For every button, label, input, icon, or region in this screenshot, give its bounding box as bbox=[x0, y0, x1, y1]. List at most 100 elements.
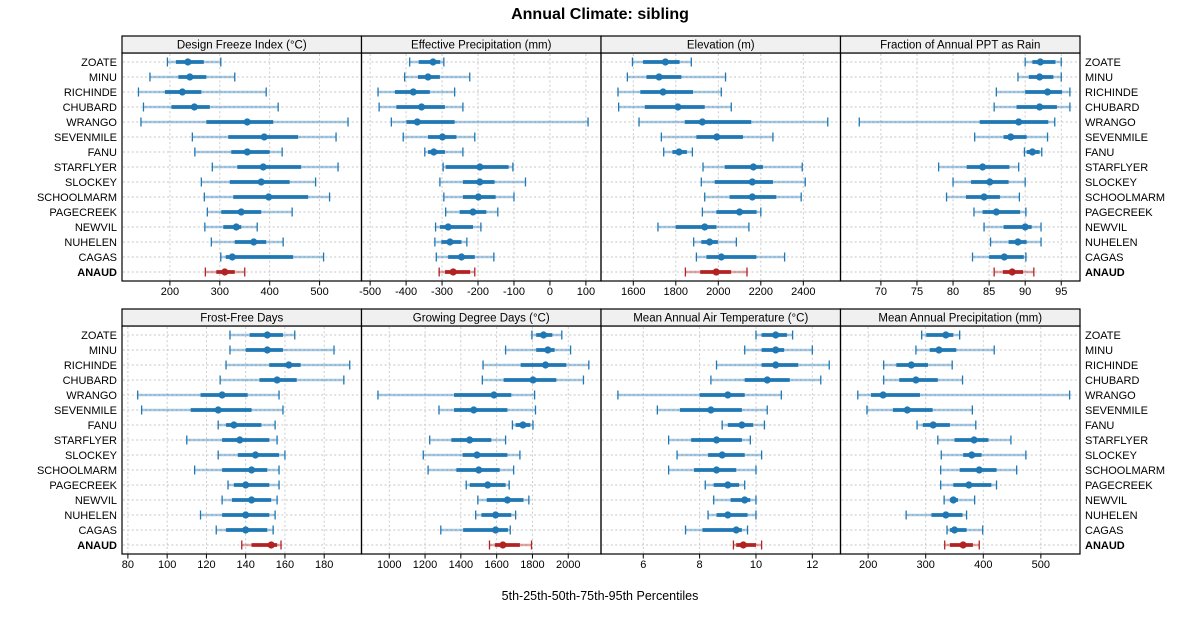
x-tick-label: 10 bbox=[750, 559, 762, 571]
site-label: STARFLYER bbox=[54, 162, 117, 174]
median-dot bbox=[490, 391, 498, 399]
median-dot bbox=[476, 163, 484, 171]
median-dot bbox=[1036, 58, 1044, 66]
site-label: WRANGO bbox=[1085, 117, 1136, 129]
median-dot bbox=[749, 163, 757, 171]
panel-mean-annual-precipitation-mm: 200 300 400 500 Mean Annual Precipitation (m… bbox=[839, 308, 1081, 571]
percentile-row-chubard bbox=[993, 102, 1071, 112]
site-label: STARFLYER bbox=[1085, 435, 1148, 447]
percentile-row-slockey bbox=[952, 177, 1026, 187]
x-tick-label: 1600 bbox=[621, 286, 645, 298]
site-label: PAGECREEK bbox=[49, 207, 117, 219]
median-dot bbox=[236, 436, 244, 444]
median-dot bbox=[466, 436, 474, 444]
median-dot bbox=[1007, 133, 1015, 141]
percentile-row-slockey bbox=[439, 177, 527, 187]
median-dot bbox=[247, 496, 256, 504]
percentile-row-starflyer bbox=[937, 162, 1020, 172]
panel-mean-annual-air-temperature-c: 6 8 10 12 Mean Annual Air Temperature (°C) bbox=[600, 308, 842, 571]
median-dot bbox=[285, 361, 293, 369]
percentile-row-slockey bbox=[676, 450, 763, 460]
panel-design-freeze-index-c: 200 300 400 500 Design Freeze Index (°C) bbox=[121, 35, 363, 298]
median-dot bbox=[661, 58, 669, 66]
percentile-row-anaud bbox=[241, 540, 282, 550]
median-dot bbox=[424, 73, 432, 81]
panel-title: Fraction of Annual PPT as Rain bbox=[880, 40, 1040, 52]
median-dot bbox=[429, 58, 437, 66]
x-tick-label: -300 bbox=[431, 286, 453, 298]
site-label: PAGECREEK bbox=[1085, 480, 1153, 492]
percentile-row-slockey bbox=[200, 177, 317, 187]
x-tick-label: 2000 bbox=[556, 559, 580, 571]
percentile-row-schoolmarm bbox=[193, 465, 280, 475]
site-label: FANU bbox=[88, 420, 117, 432]
percentile-row-starflyer bbox=[211, 162, 339, 172]
x-tick-label: 1600 bbox=[484, 559, 508, 571]
site-label: NUHELEN bbox=[1085, 510, 1138, 522]
site-label: NEWVIL bbox=[75, 495, 117, 507]
site-label: RICHINDE bbox=[1085, 360, 1138, 372]
percentile-row-pagecreek bbox=[701, 207, 762, 217]
percentile-row-zoate bbox=[409, 57, 445, 67]
percentile-row-zoate bbox=[229, 330, 296, 340]
x-tick-label: 6 bbox=[640, 559, 646, 571]
median-dot bbox=[430, 148, 438, 156]
x-tick-label: 500 bbox=[310, 286, 328, 298]
percentile-row-slockey bbox=[700, 177, 806, 187]
x-tick-label: 85 bbox=[983, 286, 995, 298]
median-dot bbox=[712, 268, 720, 276]
x-tick-label: 200 bbox=[161, 286, 179, 298]
percentile-row-richinde bbox=[715, 360, 830, 370]
median-dot bbox=[772, 346, 780, 354]
median-dot bbox=[763, 376, 771, 384]
percentile-row-anaud bbox=[684, 267, 748, 277]
percentile-row-wrango bbox=[638, 117, 829, 127]
site-label: RICHINDE bbox=[64, 360, 117, 372]
percentile-row-minu bbox=[149, 72, 236, 82]
x-tick-label: 160 bbox=[276, 559, 294, 571]
site-label: SCHOOLMARM bbox=[1085, 192, 1165, 204]
percentile-row-schoolmarm bbox=[945, 192, 1021, 202]
percentile-row-nuhelen bbox=[989, 237, 1042, 247]
site-label: CHUBARD bbox=[63, 102, 117, 114]
x-tick-label: 100 bbox=[158, 559, 176, 571]
site-label: NUHELEN bbox=[64, 510, 117, 522]
percentile-row-cagas bbox=[946, 525, 984, 535]
median-dot bbox=[184, 58, 192, 66]
median-dot bbox=[717, 253, 725, 261]
median-dot bbox=[732, 526, 740, 534]
percentile-row-cagas bbox=[695, 252, 786, 262]
percentile-row-nuhelen bbox=[905, 510, 968, 520]
percentile-row-nuhelen bbox=[475, 510, 517, 520]
percentile-row-wrango bbox=[390, 117, 589, 127]
x-tick-label: 95 bbox=[1055, 286, 1067, 298]
site-label: SEVENMILE bbox=[54, 405, 117, 417]
percentile-row-richinde bbox=[995, 87, 1071, 97]
median-dot bbox=[186, 73, 194, 81]
percentile-row-newvil bbox=[657, 222, 750, 232]
percentile-row-cagas bbox=[440, 525, 511, 535]
percentile-row-starflyer bbox=[937, 435, 1012, 445]
percentile-row-schoolmarm bbox=[667, 465, 757, 475]
percentile-row-pagecreek bbox=[704, 480, 746, 490]
median-dot bbox=[772, 361, 780, 369]
site-label: NUHELEN bbox=[64, 237, 117, 249]
percentile-row-richinde bbox=[225, 360, 351, 370]
median-dot bbox=[1015, 118, 1023, 126]
median-dot bbox=[250, 238, 258, 246]
percentile-row-sevenmile bbox=[402, 132, 476, 142]
median-dot bbox=[724, 511, 732, 519]
x-tick-label: 1800 bbox=[664, 286, 688, 298]
site-label: MINU bbox=[89, 345, 117, 357]
percentile-row-chubard bbox=[142, 102, 279, 112]
x-tick-label: 0 bbox=[547, 286, 553, 298]
percentile-row-pagecreek bbox=[940, 480, 998, 490]
site-label: CHUBARD bbox=[1085, 375, 1139, 387]
site-label: SCHOOLMARM bbox=[37, 465, 117, 477]
percentile-row-starflyer bbox=[186, 435, 278, 445]
median-dot bbox=[698, 118, 706, 126]
site-label: MINU bbox=[1085, 345, 1113, 357]
site-label: WRANGO bbox=[1085, 390, 1136, 402]
percentile-row-slockey bbox=[940, 450, 1027, 460]
percentile-row-sevenmile bbox=[191, 132, 337, 142]
